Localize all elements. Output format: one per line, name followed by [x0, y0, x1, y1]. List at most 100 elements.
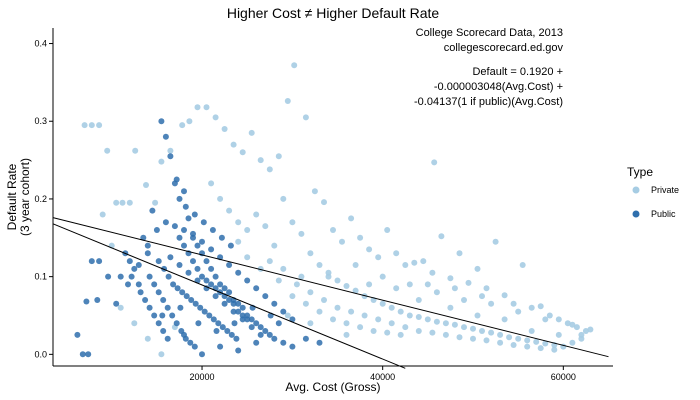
point-private-151 — [158, 351, 165, 358]
point-private-121 — [352, 262, 359, 268]
point-private-18 — [230, 141, 237, 148]
x-axis-title: Avg. Cost (Gross) — [285, 380, 380, 394]
point-private-13 — [186, 118, 193, 125]
point-private-113 — [497, 339, 504, 346]
point-private-2 — [96, 122, 103, 129]
point-public-46 — [302, 335, 309, 342]
point-public-17 — [153, 227, 160, 233]
point-public-147 — [181, 331, 187, 338]
point-public-109 — [244, 277, 251, 284]
point-private-106 — [402, 324, 409, 331]
y-tick-label-1: 0.1 — [34, 272, 47, 282]
point-private-168 — [451, 285, 458, 292]
point-public-85 — [181, 242, 187, 249]
legend-label-private: Private — [651, 185, 679, 195]
point-public-35 — [235, 300, 242, 307]
point-private-28 — [321, 199, 327, 206]
point-private-114 — [510, 342, 517, 348]
point-private-85 — [479, 328, 485, 334]
point-public-68 — [155, 289, 162, 296]
point-private-157 — [343, 331, 350, 338]
point-public-5 — [96, 258, 103, 265]
point-private-166 — [393, 285, 400, 292]
point-private-12 — [179, 122, 186, 129]
point-private-120 — [325, 269, 332, 276]
point-private-95 — [569, 339, 576, 346]
point-private-37 — [402, 262, 409, 268]
point-private-104 — [375, 316, 382, 323]
legend-title: Type — [627, 165, 653, 179]
point-private-67 — [316, 262, 323, 268]
legend-key-public — [632, 210, 640, 218]
point-private-62 — [271, 242, 278, 249]
point-private-42 — [438, 233, 445, 240]
point-private-54 — [546, 312, 553, 319]
x-tick-label-0: 20000 — [190, 372, 215, 382]
point-public-137 — [159, 312, 166, 319]
point-public-117 — [185, 269, 192, 276]
point-private-138 — [343, 320, 350, 327]
point-public-115 — [167, 254, 174, 261]
point-public-89 — [199, 273, 205, 280]
point-public-149 — [275, 320, 282, 327]
point-private-59 — [587, 326, 594, 333]
point-public-80 — [151, 312, 158, 319]
point-private-79 — [424, 316, 431, 323]
point-private-124 — [433, 289, 440, 296]
point-private-99 — [307, 289, 314, 296]
point-private-160 — [474, 312, 481, 319]
y-tick-label-0: 0.0 — [34, 349, 47, 359]
point-public-16 — [149, 207, 156, 214]
point-public-79 — [146, 304, 153, 311]
point-private-33 — [366, 246, 373, 253]
point-private-23 — [275, 153, 282, 160]
annotation-block: College Scorecard Data, 2013 collegescor… — [414, 27, 563, 108]
point-public-129 — [125, 281, 131, 288]
point-private-107 — [415, 328, 422, 334]
point-private-122 — [379, 273, 386, 280]
point-public-8 — [113, 300, 120, 307]
point-public-4 — [88, 258, 95, 265]
point-private-112 — [483, 337, 490, 344]
point-private-110 — [456, 334, 463, 341]
point-public-70 — [164, 304, 171, 311]
point-public-135 — [218, 234, 225, 241]
point-private-6 — [126, 199, 133, 206]
point-public-82 — [160, 328, 167, 334]
point-public-7 — [105, 273, 112, 280]
axis-ticks: 20000 40000 60000 0.0 0.1 0.2 0.3 0.4 — [34, 39, 575, 382]
point-private-65 — [298, 230, 305, 237]
point-public-44 — [280, 339, 287, 346]
regression-line-private — [52, 217, 609, 358]
point-private-153 — [99, 211, 106, 218]
point-private-155 — [284, 312, 291, 319]
point-public-66 — [146, 273, 153, 280]
point-public-97 — [235, 308, 242, 315]
point-public-127 — [135, 262, 142, 268]
point-private-158 — [415, 297, 422, 303]
point-public-62 — [219, 324, 226, 331]
point-public-24 — [185, 215, 192, 222]
point-private-156 — [307, 320, 314, 327]
y-tick-label-4: 0.4 — [34, 39, 47, 49]
point-public-102 — [181, 227, 187, 233]
point-private-89 — [515, 335, 522, 342]
point-private-84 — [470, 325, 476, 332]
point-private-129 — [569, 321, 576, 328]
point-public-52 — [174, 285, 181, 292]
point-private-26 — [302, 114, 309, 121]
point-public-121 — [221, 300, 228, 307]
point-public-110 — [253, 285, 260, 292]
point-public-6 — [94, 297, 101, 303]
point-public-111 — [262, 293, 269, 300]
point-public-119 — [203, 285, 210, 292]
point-public-59 — [206, 312, 213, 319]
point-private-70 — [343, 283, 350, 289]
point-private-41 — [431, 159, 438, 166]
point-private-7 — [132, 147, 139, 154]
point-public-32 — [221, 285, 228, 292]
point-private-48 — [492, 238, 499, 245]
point-private-44 — [456, 250, 463, 257]
point-public-107 — [226, 262, 233, 268]
point-public-40 — [257, 324, 264, 331]
